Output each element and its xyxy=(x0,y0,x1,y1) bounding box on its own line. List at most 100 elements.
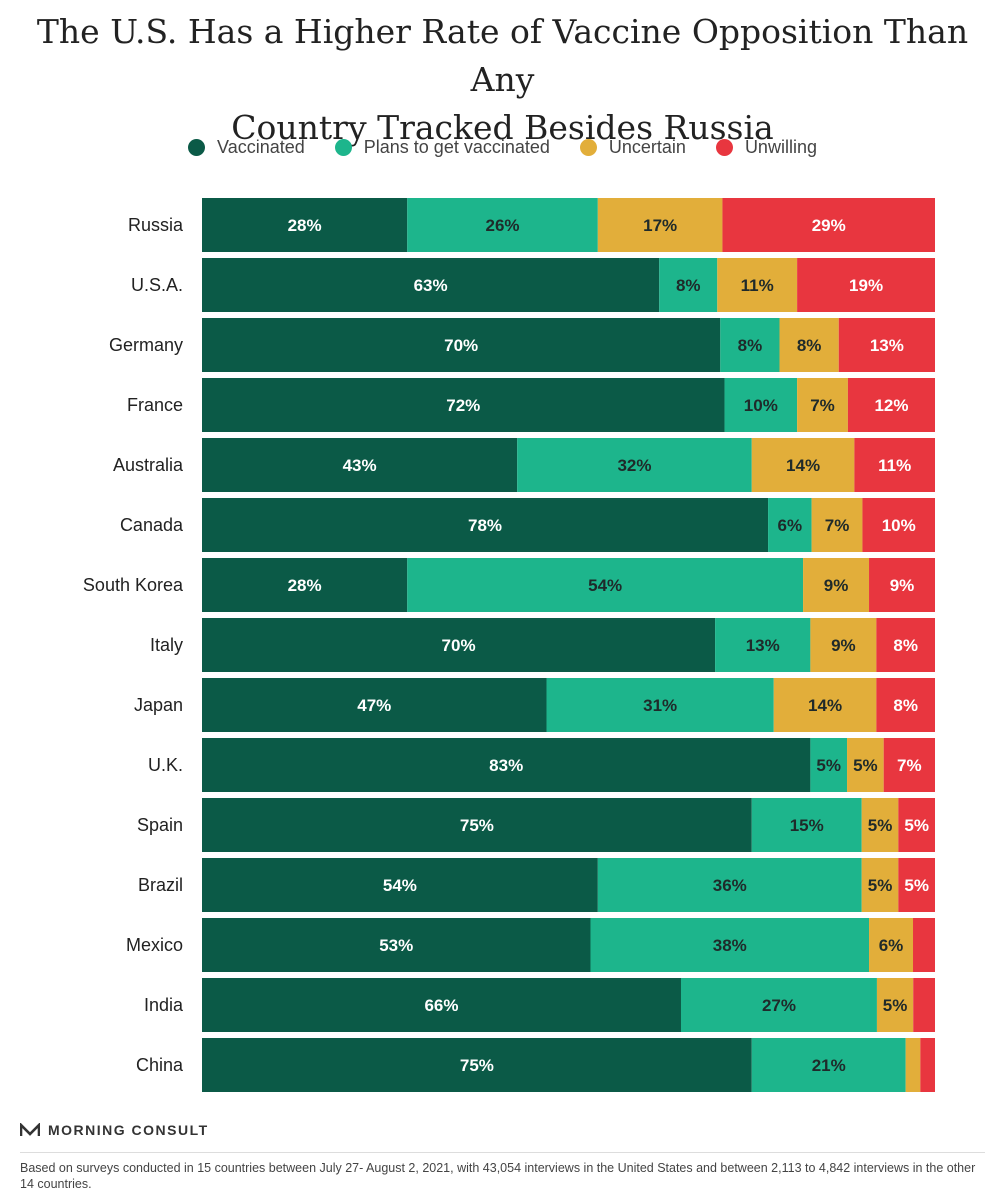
bar-segment-germany-vaccinated xyxy=(202,318,721,372)
bar-segment-brazil-unwilling xyxy=(898,858,935,912)
stacked-bar-chart: Russia 28% 26% 17% 29% U.S.A. 63% 8% 11% 19% Germa… xyxy=(83,198,935,1092)
category-label-germany: Germany xyxy=(109,335,183,355)
bar-segment-italy-unwilling xyxy=(876,618,935,672)
bar-segment-brazil-vaccinated xyxy=(202,858,598,912)
data-label-canada-uncertain: 7% xyxy=(825,516,850,535)
bar-segment-mexico-vaccinated xyxy=(202,918,591,972)
data-label-u-k-vaccinated: 83% xyxy=(489,756,523,775)
category-label-mexico: Mexico xyxy=(126,935,183,955)
data-label-spain-unwilling: 5% xyxy=(904,816,929,835)
category-label-brazil: Brazil xyxy=(138,875,183,895)
data-label-spain-uncertain: 5% xyxy=(868,816,893,835)
brand-logo-text: MORNING CONSULT xyxy=(48,1122,209,1138)
data-label-france-unwilling: 12% xyxy=(874,396,908,415)
bar-segment-china-uncertain xyxy=(905,1038,921,1092)
data-label-south-korea-uncertain: 9% xyxy=(824,576,849,595)
data-label-u-k-uncertain: 5% xyxy=(853,756,878,775)
data-label-japan-vaccinated: 47% xyxy=(357,696,391,715)
category-label-canada: Canada xyxy=(120,515,184,535)
data-label-australia-unwilling: 11% xyxy=(878,456,911,475)
category-label-china: China xyxy=(136,1055,184,1075)
data-label-germany-unwilling: 13% xyxy=(870,336,904,355)
data-label-germany-vaccinated: 70% xyxy=(444,336,478,355)
bar-segment-australia-unwilling xyxy=(854,438,935,492)
legend-label-unwilling: Unwilling xyxy=(744,136,817,157)
data-label-russia-vaccinated: 28% xyxy=(288,216,322,235)
data-label-u-k-unwilling: 7% xyxy=(897,756,922,775)
bar-segment-france-vaccinated xyxy=(202,378,725,432)
data-label-china-vaccinated: 75% xyxy=(460,1056,494,1075)
bar-segment-south-korea-plans xyxy=(407,558,804,612)
data-label-japan-plans: 31% xyxy=(643,696,677,715)
bar-segment-china-unwilling xyxy=(920,1038,935,1092)
data-label-u-s-a-plans: 8% xyxy=(676,276,701,295)
data-label-australia-uncertain: 14% xyxy=(786,456,820,475)
bar-segment-u-s-a-uncertain xyxy=(717,258,798,312)
data-label-china-plans: 21% xyxy=(812,1056,846,1075)
bar-segment-canada-uncertain xyxy=(811,498,863,552)
bar-segment-india-unwilling xyxy=(913,978,935,1032)
bar-segment-spain-uncertain xyxy=(861,798,899,852)
legend-item-vaccinated: Vaccinated xyxy=(188,137,305,158)
bar-segment-mexico-unwilling xyxy=(913,918,935,972)
category-label-france: France xyxy=(127,395,183,415)
category-label-australia: Australia xyxy=(113,455,184,475)
bar-segment-mexico-plans xyxy=(590,918,870,972)
bar-segment-india-plans xyxy=(680,978,877,1032)
brand-logo: MORNING CONSULT xyxy=(20,1122,209,1138)
data-label-france-vaccinated: 72% xyxy=(446,396,480,415)
bar-segment-japan-vaccinated xyxy=(202,678,547,732)
data-label-mexico-plans: 38% xyxy=(713,936,747,955)
bar-segment-italy-vaccinated xyxy=(202,618,716,672)
legend-swatch-vaccinated xyxy=(188,138,206,156)
legend-swatch-unwilling xyxy=(715,138,733,156)
bar-segment-brazil-uncertain xyxy=(861,858,899,912)
data-label-italy-uncertain: 9% xyxy=(831,636,856,655)
bar-segment-south-korea-vaccinated xyxy=(202,558,408,612)
data-label-russia-plans: 26% xyxy=(486,216,520,235)
data-label-brazil-unwilling: 5% xyxy=(904,876,929,895)
bar-segment-u-k-unwilling xyxy=(883,738,935,792)
bar-segment-india-uncertain xyxy=(876,978,914,1032)
data-label-australia-vaccinated: 43% xyxy=(343,456,377,475)
bar-segment-australia-vaccinated xyxy=(202,438,518,492)
data-label-south-korea-vaccinated: 28% xyxy=(288,576,322,595)
bar-segment-russia-uncertain xyxy=(597,198,723,252)
data-label-mexico-uncertain: 6% xyxy=(879,936,904,955)
legend-item-uncertain: Uncertain xyxy=(579,137,686,158)
data-label-u-k-plans: 5% xyxy=(816,756,841,775)
data-label-u-s-a-vaccinated: 63% xyxy=(414,276,448,295)
bar-segment-canada-vaccinated xyxy=(202,498,769,552)
category-label-u-k: U.K. xyxy=(148,755,183,775)
bar-segment-russia-plans xyxy=(407,198,598,252)
category-label-italy: Italy xyxy=(150,635,183,655)
data-label-south-korea-plans: 54% xyxy=(588,576,622,595)
bar-segment-u-k-uncertain xyxy=(847,738,884,792)
legend-label-vaccinated: Vaccinated xyxy=(217,136,305,157)
data-label-australia-plans: 32% xyxy=(617,456,651,475)
data-label-spain-plans: 15% xyxy=(790,816,824,835)
bar-segment-u-k-plans xyxy=(810,738,848,792)
bar-segment-australia-plans xyxy=(517,438,752,492)
data-label-brazil-vaccinated: 54% xyxy=(383,876,417,895)
bar-segment-u-s-a-vaccinated xyxy=(202,258,660,312)
data-label-germany-plans: 8% xyxy=(738,336,763,355)
category-label-india: India xyxy=(144,995,184,1015)
bar-segment-u-s-a-plans xyxy=(659,258,718,312)
data-label-russia-uncertain: 17% xyxy=(643,216,677,235)
bar-segment-u-k-vaccinated xyxy=(202,738,811,792)
bar-segment-germany-uncertain xyxy=(779,318,839,372)
data-label-japan-uncertain: 14% xyxy=(808,696,842,715)
footnote: Based on surveys conducted in 15 countri… xyxy=(20,1161,976,1191)
legend-item-unwilling: Unwilling xyxy=(715,136,817,158)
data-label-canada-vaccinated: 78% xyxy=(468,516,502,535)
data-label-brazil-uncertain: 5% xyxy=(868,876,893,895)
bar-segment-japan-unwilling xyxy=(876,678,935,732)
bar-segment-mexico-uncertain xyxy=(869,918,914,972)
chart-legend: Vaccinated Plans to get vaccinated Uncer… xyxy=(0,132,1005,162)
chart-title-line-2: Country Tracked Besides Russia xyxy=(231,108,774,147)
bar-segment-france-plans xyxy=(724,378,798,432)
data-label-france-plans: 10% xyxy=(744,396,778,415)
bar-segment-germany-unwilling xyxy=(838,318,935,372)
data-label-italy-plans: 13% xyxy=(746,636,780,655)
